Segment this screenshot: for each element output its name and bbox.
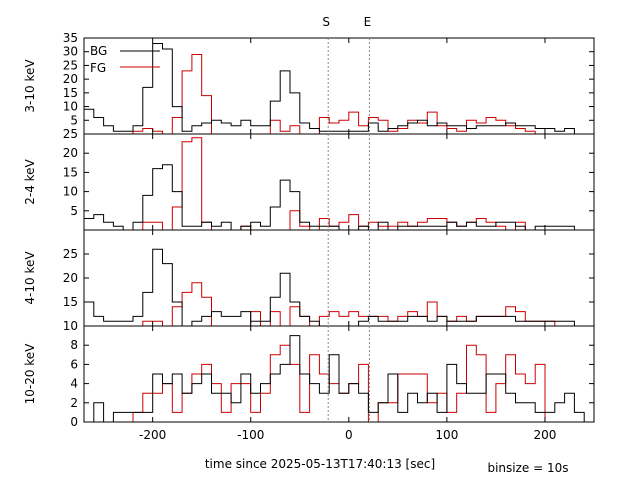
y-tick-label: 4 xyxy=(70,377,78,391)
series-bg-panel-3 xyxy=(84,248,585,326)
y-tick-label: 5 xyxy=(70,204,78,218)
x-tick-label: 200 xyxy=(534,428,557,442)
panel-frame xyxy=(83,325,595,423)
x-tick-label: -100 xyxy=(237,428,264,442)
y-tick-label: 5 xyxy=(70,113,78,127)
marker-label-s: S xyxy=(322,15,330,29)
y-tick-label: 35 xyxy=(63,31,78,45)
y-tick-label: 25 xyxy=(63,58,78,72)
y-tick-label: 15 xyxy=(63,165,78,179)
x-tick-label: 0 xyxy=(345,428,353,442)
y-tick-label: 15 xyxy=(63,86,78,100)
x-tick-label: 100 xyxy=(435,428,458,442)
y-tick-label: 10 xyxy=(63,319,78,333)
marker-label-e: E xyxy=(364,15,372,29)
y-tick-label: 25 xyxy=(63,247,78,261)
legend: BG FG xyxy=(90,44,160,75)
binsize-note: binsize = 10s xyxy=(487,461,568,475)
series-bg-panel-1 xyxy=(84,43,585,134)
y-axis-label-panel-3: 4-10 keV xyxy=(23,251,37,305)
y-tick-label: 10 xyxy=(63,185,78,199)
legend-label-fg: FG xyxy=(90,61,106,75)
panel-3: 10 15 20 25 4-10 keV xyxy=(23,229,595,333)
y-tick-label: 15 xyxy=(63,295,78,309)
y-tick-label: 2 xyxy=(70,396,78,410)
y-tick-label: 25 xyxy=(63,127,78,141)
panel-4: 0 2 4 6 8 10-20 keV xyxy=(23,325,595,429)
y-tick-label: 8 xyxy=(70,338,78,352)
y-axis-label-panel-2: 2-4 keV xyxy=(23,158,37,204)
y-axis-label-panel-4: 10-20 keV xyxy=(23,343,37,405)
series-fg-panel-1 xyxy=(84,54,585,134)
series-fg-panel-4 xyxy=(84,344,585,422)
series-bg-panel-4 xyxy=(84,335,594,422)
legend-label-bg: BG xyxy=(90,44,107,58)
y-tick-label: 6 xyxy=(70,357,78,371)
y-tick-label: 30 xyxy=(63,45,78,59)
y-axis-label-panel-1: 3-10 keV xyxy=(23,59,37,113)
y-tick-label: 10 xyxy=(63,100,78,114)
series-bg-panel-2 xyxy=(84,164,585,230)
y-tick-label: 20 xyxy=(63,146,78,160)
y-tick-label: 20 xyxy=(63,271,78,285)
x-axis-label: time since 2025-05-13T17:40:13 [sec] xyxy=(205,457,435,471)
series-fg-panel-2 xyxy=(84,137,585,230)
y-tick-label: 0 xyxy=(70,415,78,429)
x-tick-label: -200 xyxy=(139,428,166,442)
y-tick-label: 20 xyxy=(63,72,78,86)
